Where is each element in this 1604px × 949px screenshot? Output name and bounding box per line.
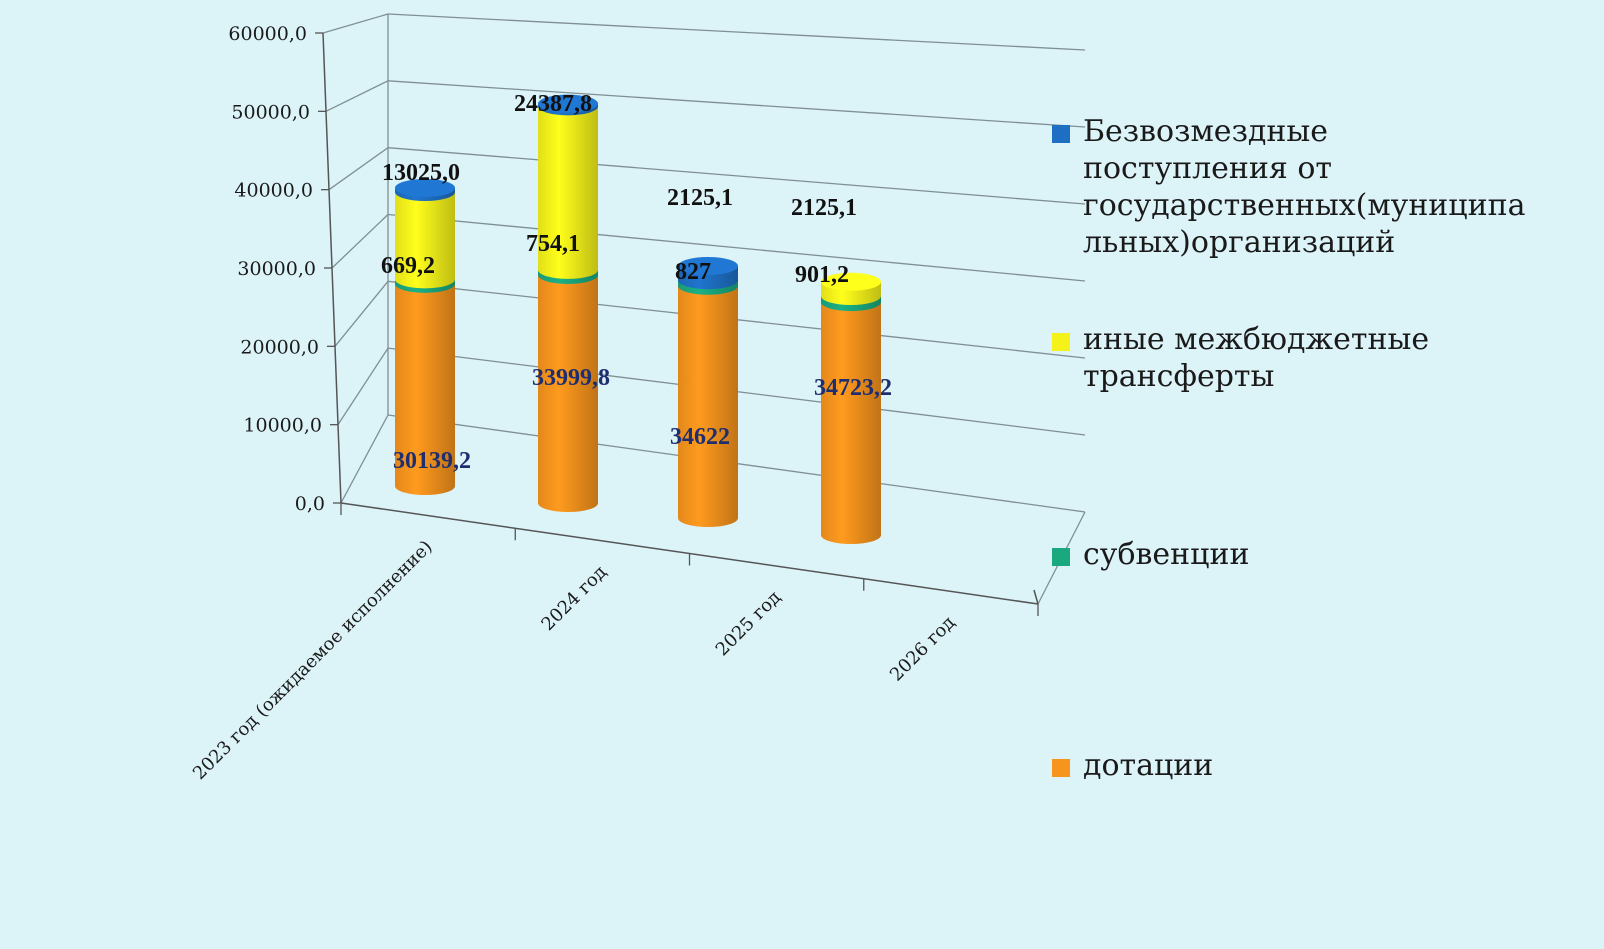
value-label: 34622 xyxy=(670,424,730,450)
chart-bars xyxy=(395,94,881,544)
value-label: 754,1 xyxy=(526,231,580,257)
y-tick-label: 20000,0 xyxy=(240,336,319,358)
bar-segment-дотации xyxy=(678,285,738,527)
y-tick-label: 30000,0 xyxy=(237,258,316,280)
x-category-label: 2026 год xyxy=(886,612,959,685)
legend-label: иные межбюджетные xyxy=(1083,322,1429,357)
legend-label: государственных(муниципа xyxy=(1083,188,1526,223)
value-label: 30139,2 xyxy=(393,448,471,474)
bar-top-cap xyxy=(395,178,455,197)
bar-top-cap xyxy=(538,94,598,113)
legend-label: дотации xyxy=(1083,748,1213,783)
y-tick-label: 50000,0 xyxy=(231,101,310,123)
value-label: 13025,0 xyxy=(382,160,460,186)
value-label: 669,2 xyxy=(381,253,435,279)
y-tick-label: 0,0 xyxy=(295,493,325,515)
value-label: 33999,8 xyxy=(532,365,610,391)
gridline xyxy=(387,80,1086,128)
legend-label: поступления от xyxy=(1083,151,1332,186)
bar-segment-дотации xyxy=(538,274,598,512)
legend-swatch xyxy=(1052,548,1070,566)
legend-label: Безвозмездные xyxy=(1083,114,1328,149)
chart-value-labels: 30139,2 33999,8 34622 34723,2 669,2 754,1 827 9… xyxy=(381,91,892,474)
x-axis-end xyxy=(1033,589,1039,605)
legend-label: субвенции xyxy=(1083,537,1249,572)
legend-item-субвенции: субвенции xyxy=(1052,537,1249,572)
value-label: 34723,2 xyxy=(814,375,892,401)
legend-swatch xyxy=(1052,125,1070,143)
gridline xyxy=(387,147,1086,205)
x-category-label: 2023 год (ожидаемое исполнение) xyxy=(189,536,437,784)
bar-segment-дотации xyxy=(395,283,455,495)
gridline-side xyxy=(337,347,389,426)
value-label: 827 xyxy=(675,259,711,285)
x-category-label: 2025 год xyxy=(712,587,785,660)
y-axis-line xyxy=(322,32,342,504)
y-tick-label: 60000,0 xyxy=(228,23,307,45)
legend-swatch xyxy=(1052,333,1070,351)
value-label: 2125,1 xyxy=(667,185,733,211)
y-tick-label: 40000,0 xyxy=(234,180,313,202)
gridline xyxy=(387,213,1086,282)
gridline xyxy=(387,13,1086,51)
value-label: 901,2 xyxy=(795,262,849,288)
gridline-side xyxy=(328,147,389,191)
value-label: 24387,8 xyxy=(514,91,592,117)
x-category-label: 2024 год xyxy=(537,562,610,635)
bar-top-cap xyxy=(678,256,738,275)
legend-label: льных)организаций xyxy=(1083,225,1395,260)
bar-segment-иные-межбюджетные-трансферты xyxy=(538,106,598,279)
value-label: 2125,1 xyxy=(791,195,857,221)
legend-item-дотации: дотации xyxy=(1052,748,1213,783)
gridline-side xyxy=(340,414,389,504)
gridline-side xyxy=(334,280,389,347)
gridline-side xyxy=(331,214,389,269)
bar-segment-дотации xyxy=(821,302,881,544)
bar-top-cap xyxy=(821,272,881,291)
legend-swatch xyxy=(1052,759,1070,777)
gridline-side xyxy=(322,13,389,34)
legend-label: трансферты xyxy=(1083,359,1274,394)
bar-segment-иные-межбюджетные-трансферты xyxy=(395,192,455,289)
gridline-side xyxy=(325,80,389,112)
y-tick-label: 10000,0 xyxy=(243,415,322,437)
chart-axes: 0,0 10000,0 20000,0 30000,0 40000,0 50000,0 60… xyxy=(189,13,1086,784)
